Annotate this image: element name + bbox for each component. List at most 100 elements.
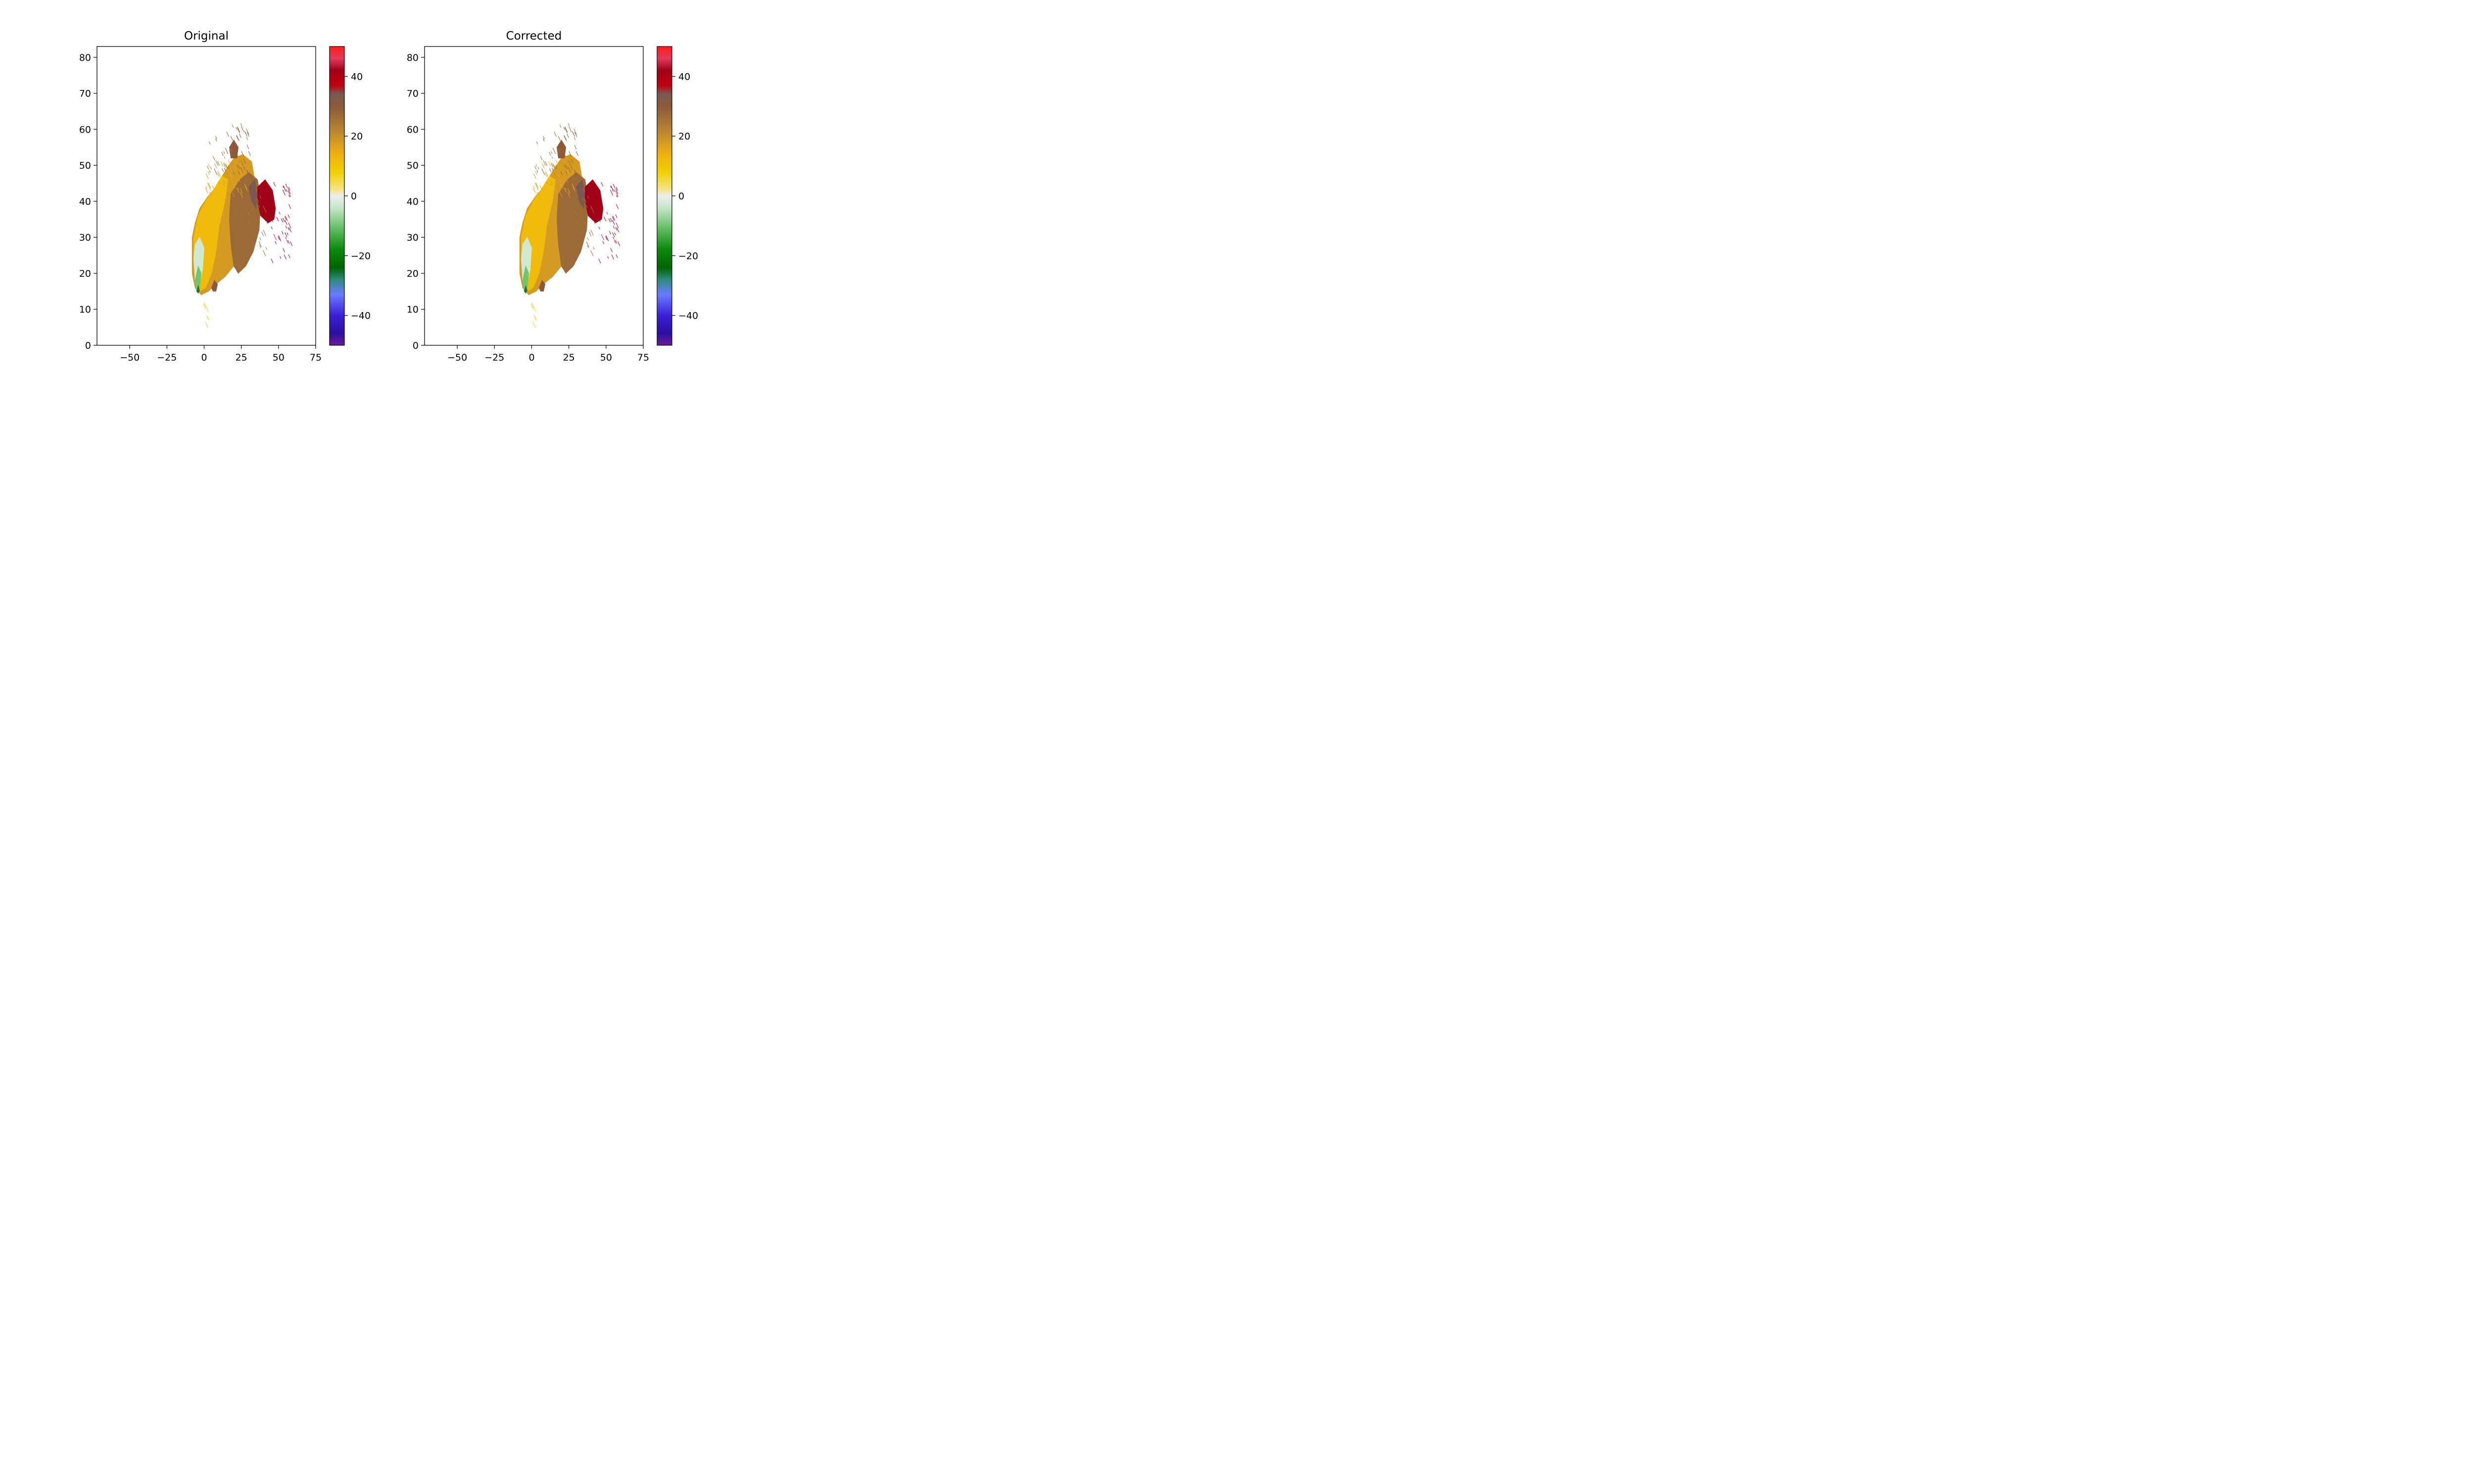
data-region — [522, 265, 529, 292]
data-streak — [568, 160, 571, 166]
data-streak — [564, 135, 567, 140]
data-streak — [208, 141, 211, 145]
chart-title-corrected: Corrected — [506, 30, 562, 43]
data-streak — [244, 131, 246, 135]
data-streak — [230, 136, 233, 141]
data-streak — [281, 218, 284, 223]
data-streak — [234, 175, 237, 181]
data-streak — [566, 164, 569, 170]
x-tick-label: 25 — [236, 352, 247, 363]
x-tick-label: −25 — [484, 352, 504, 363]
data-streak — [243, 166, 245, 170]
data-streak — [615, 227, 618, 231]
data-streak — [551, 151, 553, 154]
data-region — [194, 265, 202, 292]
data-streak — [563, 152, 566, 157]
data-streak — [575, 211, 578, 217]
data-streak — [212, 185, 215, 189]
data-streak — [233, 184, 236, 189]
data-streak — [220, 161, 224, 167]
y-tick-label: 10 — [79, 304, 91, 315]
data-streak — [287, 227, 290, 231]
data-streak — [248, 237, 250, 241]
data-streak — [225, 147, 229, 154]
data-streak — [240, 160, 244, 166]
data-streak — [574, 171, 577, 177]
data-streak — [236, 187, 239, 193]
data-streak — [246, 197, 248, 200]
y-tick-label: 10 — [407, 304, 419, 315]
data-streak — [254, 211, 258, 217]
data-streak — [618, 241, 620, 246]
x-tick-label: 50 — [600, 352, 612, 363]
data-streak — [566, 171, 568, 175]
data-streak — [548, 161, 551, 167]
data-streak — [246, 137, 248, 140]
data-streak — [255, 197, 258, 204]
data-streak — [208, 183, 211, 189]
data-streak — [236, 159, 239, 165]
data-streak — [555, 166, 558, 170]
data-streak — [543, 136, 545, 139]
data-region — [538, 280, 546, 292]
data-streak — [248, 245, 250, 248]
y-tick-label: 70 — [407, 89, 419, 99]
data-streak — [283, 186, 284, 188]
data-streak — [575, 245, 577, 248]
colorbar-tick-label: 0 — [678, 191, 684, 202]
y-tick-label: 20 — [79, 268, 91, 279]
data-streak — [534, 166, 537, 170]
data-streak — [567, 170, 571, 177]
data-streak — [614, 239, 616, 243]
data-streak — [288, 186, 290, 191]
data-streak — [578, 208, 581, 212]
data-streak — [616, 222, 619, 229]
data-streak — [607, 256, 609, 259]
data-region — [523, 285, 528, 294]
data-streak — [565, 187, 567, 190]
data-streak — [238, 171, 240, 175]
data-streak — [240, 123, 242, 126]
data-streak — [535, 183, 538, 188]
data-streak — [212, 156, 215, 160]
data-streak — [558, 136, 561, 141]
data-streak — [272, 204, 275, 210]
y-tick-label: 0 — [413, 340, 419, 351]
y-tick-label: 20 — [407, 268, 419, 279]
data-streak — [288, 222, 291, 229]
data-streak — [611, 254, 614, 260]
y-tick-label: 40 — [407, 196, 419, 207]
data-streak — [612, 216, 614, 220]
data-streak — [545, 161, 548, 166]
x-tick-label: 25 — [563, 352, 575, 363]
colorbar-tick-label: −20 — [678, 251, 698, 262]
data-streak — [234, 150, 236, 153]
data-streak — [616, 186, 618, 191]
data-streak — [247, 132, 250, 137]
data-streak — [550, 183, 553, 186]
colorbar-original: 40 20 0 −20 −40 — [329, 46, 371, 346]
data-streak — [573, 128, 577, 135]
data-streak — [601, 182, 603, 186]
data-streak — [565, 127, 568, 133]
data-streak — [228, 159, 230, 163]
data-streak — [562, 150, 564, 153]
data-streak — [239, 170, 243, 177]
data-streak — [560, 184, 563, 189]
data-streak — [210, 167, 212, 170]
data-streak — [574, 210, 577, 215]
data-streak — [266, 221, 268, 224]
data-streak — [532, 322, 536, 327]
data-streak — [251, 225, 254, 231]
data-streak — [616, 194, 618, 198]
data-streak — [214, 163, 217, 169]
colorbar-tick-label: 0 — [351, 191, 357, 202]
panel-corrected: Corrected −50 −25 0 25 50 75 0 10 20 30 40 50 60 70 8… — [407, 30, 698, 363]
data-streak — [240, 169, 242, 174]
data-streak — [598, 258, 601, 264]
data-streak — [574, 132, 577, 137]
data-streak — [218, 171, 221, 177]
data-streak — [206, 315, 209, 321]
x-tick-label: −50 — [447, 352, 467, 363]
data-streak — [288, 254, 290, 258]
